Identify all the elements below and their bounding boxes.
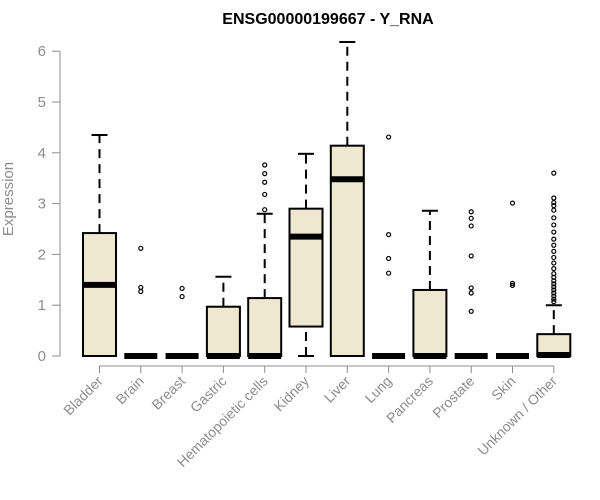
y-tick-label: 2 bbox=[38, 246, 46, 263]
outlier-point bbox=[468, 215, 474, 221]
outlier-point bbox=[551, 248, 557, 254]
box-11 bbox=[536, 170, 572, 358]
outlier-point bbox=[468, 285, 474, 291]
box-iqr bbox=[412, 288, 448, 357]
outlier-point bbox=[551, 236, 557, 242]
box-2 bbox=[165, 285, 199, 359]
y-tick-label: 4 bbox=[38, 145, 46, 162]
outlier-point bbox=[262, 191, 268, 198]
y-tick-label: 1 bbox=[38, 297, 46, 314]
x-tick-label: Liver bbox=[321, 373, 354, 406]
box-series bbox=[82, 41, 572, 359]
outlier-point bbox=[468, 308, 474, 314]
outlier-point bbox=[386, 270, 392, 276]
chart-title: ENSG00000199667 - Y_RNA bbox=[222, 11, 434, 28]
box-10 bbox=[496, 200, 529, 359]
outlier-point bbox=[138, 288, 144, 295]
box-8 bbox=[412, 209, 448, 359]
outlier-point bbox=[468, 290, 474, 296]
box-iqr bbox=[205, 305, 241, 357]
box-3 bbox=[205, 275, 241, 359]
outlier-point bbox=[551, 242, 557, 248]
outlier-point bbox=[551, 296, 557, 302]
box-4 bbox=[247, 162, 283, 359]
outlier-point bbox=[551, 278, 557, 284]
outlier-point bbox=[551, 284, 557, 290]
outlier-point bbox=[509, 282, 516, 288]
x-tick-label: Brain bbox=[112, 373, 146, 407]
x-tick-label: Skin bbox=[488, 373, 519, 404]
outlier-point bbox=[509, 280, 516, 286]
outlier-point bbox=[551, 293, 557, 299]
outlier-point bbox=[551, 195, 557, 201]
box-iqr bbox=[82, 232, 117, 357]
outlier-point bbox=[551, 260, 557, 266]
box-5 bbox=[288, 152, 324, 357]
outlier-point bbox=[551, 281, 557, 287]
outlier-point bbox=[138, 284, 144, 291]
outlier-point bbox=[468, 209, 474, 215]
outlier-point bbox=[138, 245, 144, 251]
y-tick-label: 5 bbox=[38, 94, 46, 111]
outlier-point bbox=[386, 134, 392, 140]
outlier-point bbox=[468, 253, 474, 259]
x-tick-label: Kidney bbox=[271, 373, 313, 415]
outlier-point bbox=[551, 207, 557, 213]
box-1 bbox=[124, 245, 158, 359]
y-tick-label: 6 bbox=[38, 43, 46, 60]
x-tick-label: Prostate bbox=[429, 373, 477, 421]
box-iqr bbox=[247, 297, 283, 358]
outlier-point bbox=[551, 199, 557, 206]
outlier-point bbox=[179, 285, 185, 292]
box-0 bbox=[82, 134, 117, 357]
outlier-point bbox=[468, 223, 474, 229]
outlier-point bbox=[551, 215, 557, 221]
outlier-point bbox=[262, 162, 268, 168]
x-tick-label: Bladder bbox=[60, 373, 106, 419]
outlier-point bbox=[386, 255, 392, 262]
outlier-point bbox=[179, 293, 185, 300]
y-axis: 0 1 2 3 4 5 6 bbox=[38, 43, 61, 365]
outlier-point bbox=[551, 229, 557, 235]
outlier-point bbox=[509, 200, 516, 206]
box-9 bbox=[454, 209, 488, 359]
x-tick-label: Lung bbox=[361, 373, 394, 406]
outlier-point bbox=[386, 231, 392, 238]
y-axis-label: Expression bbox=[0, 162, 17, 236]
y-tick-label: 3 bbox=[38, 196, 46, 213]
y-tick-label: 0 bbox=[38, 348, 46, 365]
outlier-point bbox=[551, 299, 557, 305]
box-iqr bbox=[288, 207, 324, 328]
x-tick-label: Breast bbox=[148, 373, 188, 413]
outlier-point bbox=[262, 171, 268, 177]
outlier-point bbox=[551, 222, 557, 228]
outlier-point bbox=[262, 179, 268, 185]
outlier-point bbox=[551, 254, 557, 261]
box-7 bbox=[372, 134, 406, 359]
box-6 bbox=[329, 41, 365, 357]
outlier-point bbox=[551, 170, 557, 176]
outlier-point bbox=[262, 207, 268, 213]
outlier-point bbox=[551, 266, 557, 272]
outlier-point bbox=[551, 290, 557, 296]
outlier-point bbox=[551, 287, 557, 293]
